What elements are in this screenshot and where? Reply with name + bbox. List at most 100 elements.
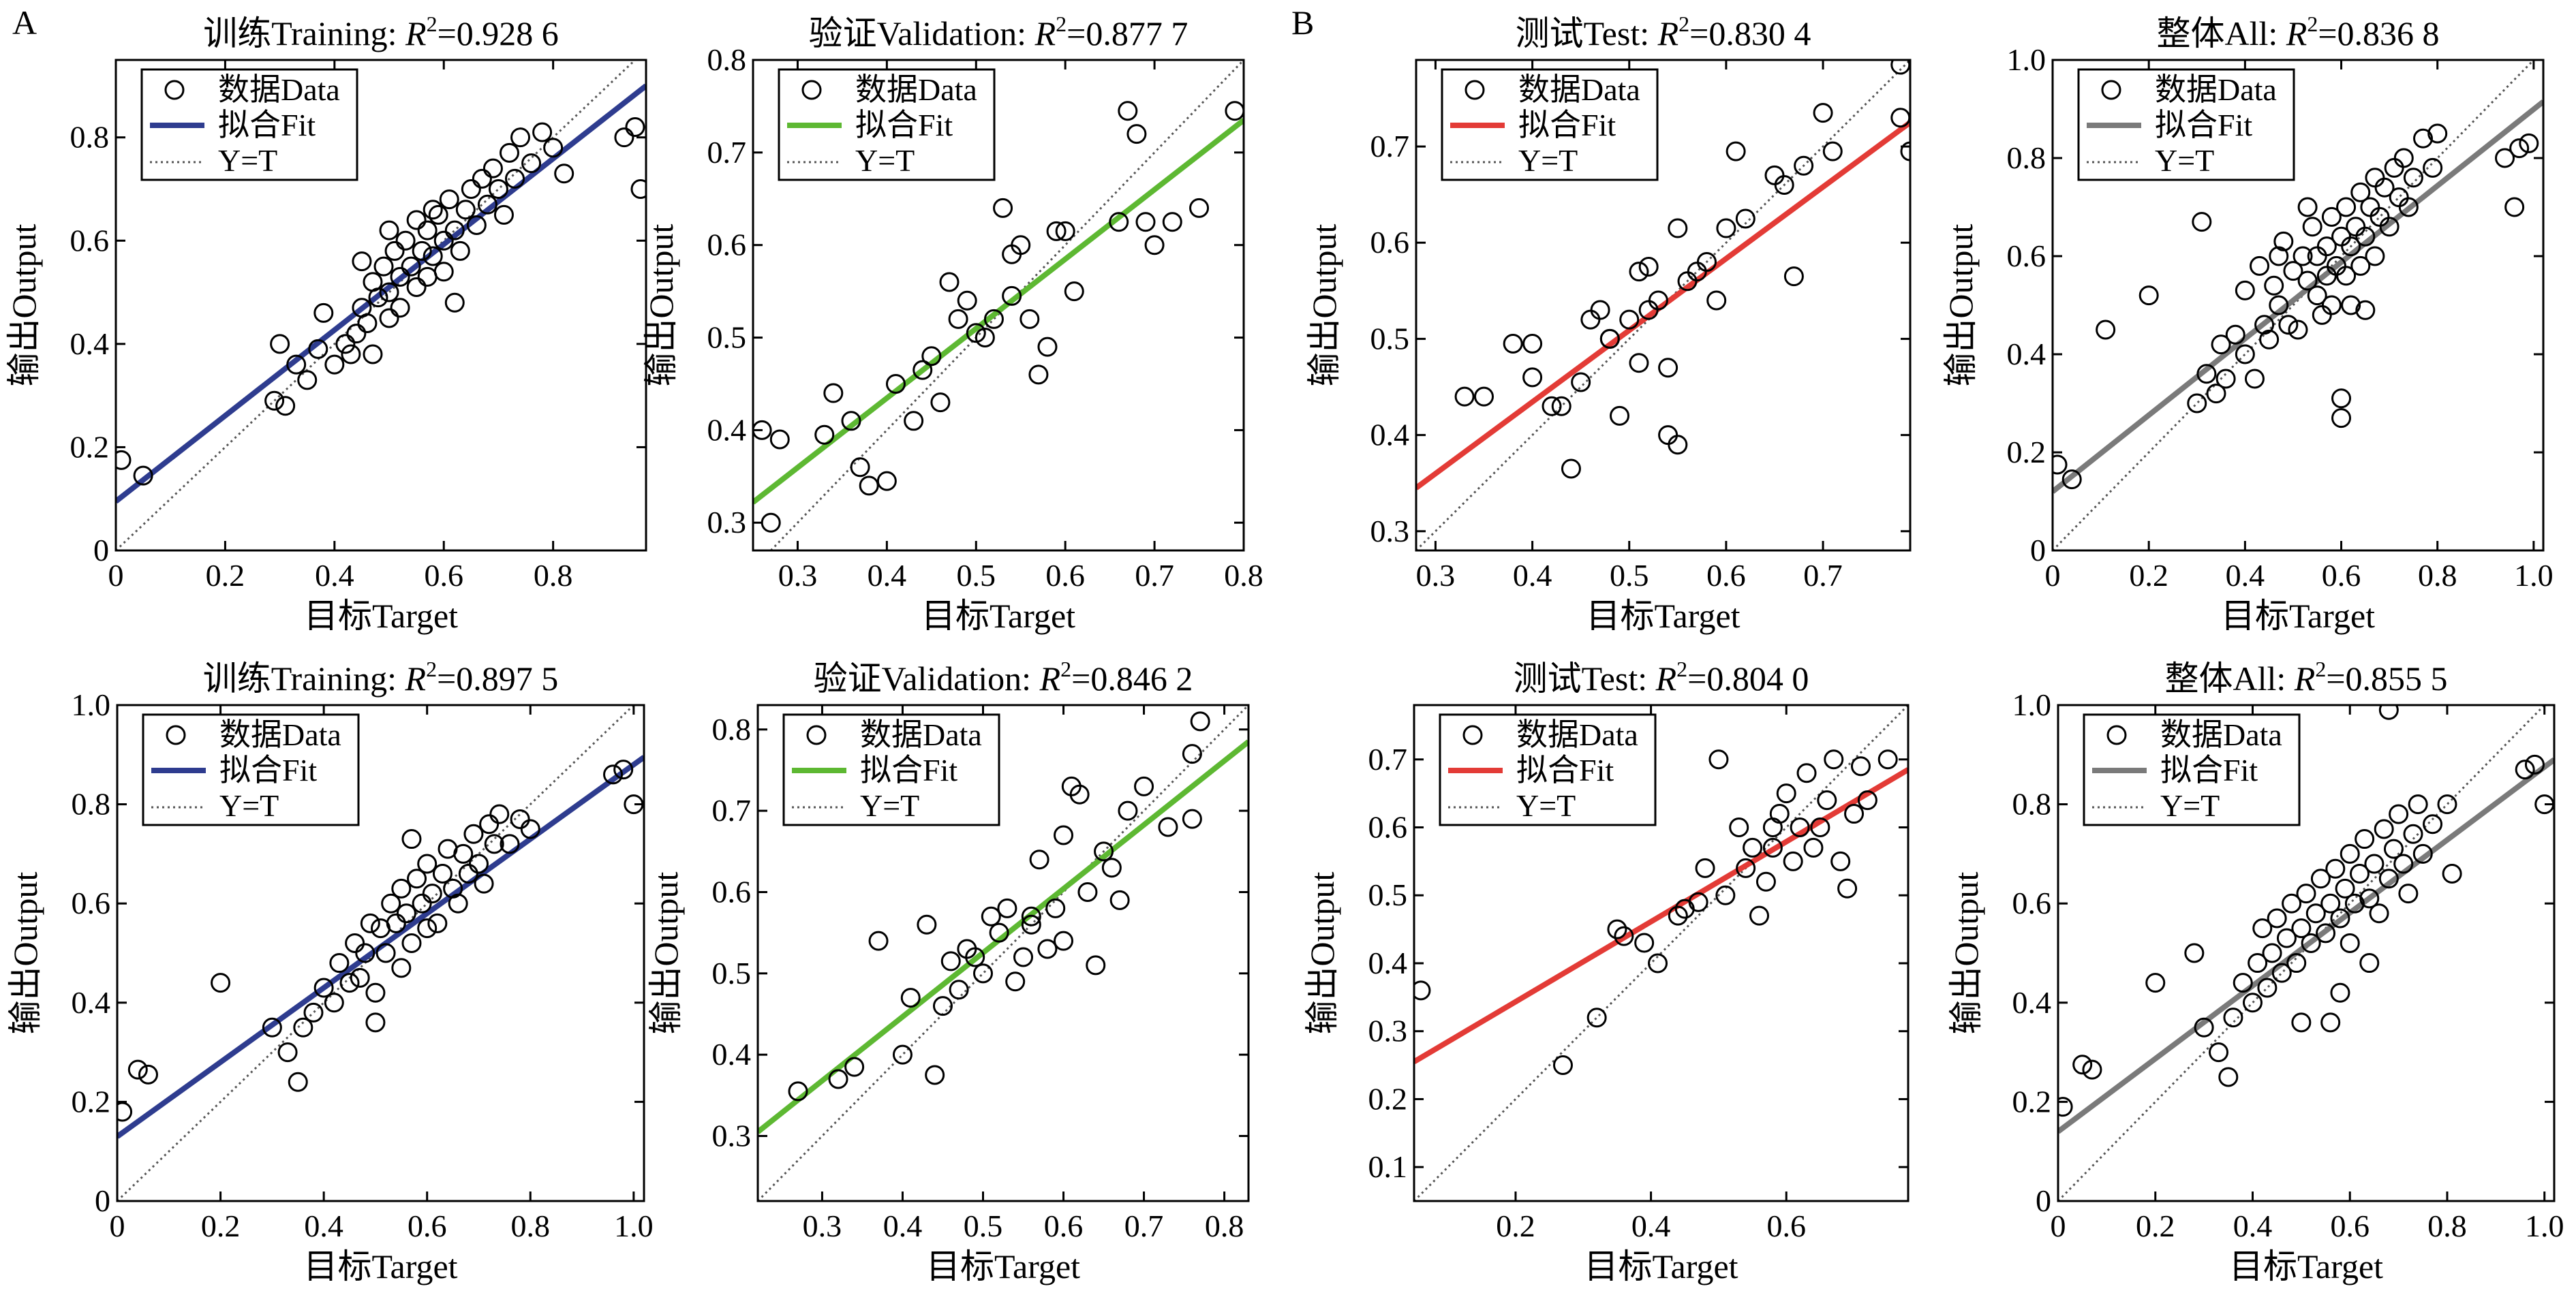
data-point <box>1064 281 1084 302</box>
data-point <box>2346 217 2366 237</box>
data-point <box>1045 898 1066 918</box>
data-point <box>1109 212 1129 232</box>
data-point <box>472 168 492 189</box>
y-tick-label: 0.8 <box>72 787 111 822</box>
chart-title: 训练Training: R2=0.897 5 <box>203 657 559 698</box>
data-point <box>2442 864 2462 884</box>
data-point <box>1162 212 1182 232</box>
data-point <box>2350 255 2371 276</box>
data-point <box>484 834 504 854</box>
data-point <box>841 411 861 431</box>
data-point <box>384 240 405 261</box>
data-point <box>2296 884 2316 904</box>
x-tick-label: 0.8 <box>2418 558 2457 593</box>
data-point <box>2184 943 2205 963</box>
legend-label-fit: 拟合Fit <box>2160 753 2258 788</box>
x-tick-label: 0.8 <box>511 1209 551 1243</box>
data-point <box>2288 320 2308 340</box>
data-point <box>2365 246 2385 266</box>
data-point <box>2293 246 2313 266</box>
data-point <box>432 864 453 884</box>
chart-title: 验证Validation: R2=0.877 7 <box>809 12 1189 52</box>
data-point <box>391 878 412 899</box>
data-point <box>417 918 438 939</box>
data-point <box>2276 928 2297 948</box>
chart-title: 测试Test: R2=0.830 4 <box>1516 12 1811 52</box>
data-point <box>2082 1059 2102 1080</box>
data-point <box>368 287 388 308</box>
y-axis-label: 输出Output <box>1305 223 1343 386</box>
data-point <box>2398 884 2419 904</box>
data-point <box>1769 804 1790 824</box>
data-point <box>2355 226 2376 247</box>
data-point <box>1118 101 1138 121</box>
data-point <box>1755 871 1776 892</box>
data-point <box>1135 212 1156 232</box>
data-point <box>427 913 448 933</box>
x-tick-label: 0.3 <box>778 558 818 593</box>
data-point <box>417 220 438 240</box>
data-point <box>2312 305 2332 325</box>
legend-label-data: 数据Data <box>218 72 340 107</box>
data-point <box>406 210 427 230</box>
data-point <box>1013 947 1034 967</box>
data-point <box>2437 794 2457 815</box>
y-tick-label: 0 <box>95 1183 110 1218</box>
data-point <box>2344 893 2365 914</box>
data-point <box>2384 157 2404 178</box>
y-tick-label: 0.6 <box>2012 886 2052 920</box>
data-point <box>379 308 399 328</box>
data-point <box>499 142 519 163</box>
data-point <box>932 996 953 1016</box>
data-point <box>1552 1055 1573 1076</box>
data-point <box>613 760 634 780</box>
y-tick-label: 0.3 <box>707 505 747 540</box>
data-point <box>2223 1008 2243 1028</box>
data-point <box>913 360 933 380</box>
y-axis-label: 输出Output <box>642 223 680 386</box>
legend-label-identity: Y=T <box>2160 788 2220 823</box>
data-point <box>603 764 624 785</box>
x-tick-label: 0.6 <box>2322 558 2361 593</box>
data-point <box>788 1081 808 1102</box>
x-axis-label: 目标Target <box>926 1247 1080 1286</box>
data-point <box>2365 168 2385 188</box>
data-point <box>2250 255 2270 276</box>
r2-value: =0.855 5 <box>2326 659 2447 698</box>
data-point <box>2302 217 2322 237</box>
data-point <box>2378 869 2399 889</box>
data-point <box>1729 817 1749 838</box>
scatter-panel-5: 0 0.2 0.4 0.6 0.8 1.0 0 0.2 0.4 0.6 0.8 1.0 目标Target… <box>6 657 654 1286</box>
y-tick-label: 0.4 <box>712 1037 752 1072</box>
y-tick-label: 0.8 <box>707 42 747 77</box>
data-point <box>2335 878 2355 899</box>
fit-line <box>1416 120 1910 490</box>
data-point <box>346 324 367 344</box>
data-point <box>2235 280 2255 300</box>
data-point <box>2196 364 2217 384</box>
x-tick-label: 0.6 <box>1045 558 1085 593</box>
data-point <box>1454 386 1475 407</box>
y-tick-label: 0.2 <box>70 429 110 464</box>
x-tick-label: 0.4 <box>304 1209 343 1243</box>
y-tick-label: 0 <box>2036 1183 2051 1218</box>
y-tick-label: 0.1 <box>1368 1149 1408 1184</box>
data-point <box>2320 893 2341 914</box>
legend-label-fit: 拟合Fit <box>218 108 316 142</box>
axes-frame <box>2057 704 2556 1202</box>
y-tick-label: 0.4 <box>2012 985 2052 1020</box>
chart-title: 训练Training: R2=0.928 6 <box>203 12 559 52</box>
legend-label-identity: Y=T <box>860 788 919 823</box>
data-point <box>1029 850 1049 870</box>
axes-frame <box>116 704 645 1202</box>
legend-marker-data <box>2101 80 2121 100</box>
scatter-panel-3: 0.3 0.4 0.5 0.6 0.7 0.3 0.4 0.5 0.6 0.7 目标Target 输出… <box>1305 12 1912 635</box>
x-tick-label: 0.4 <box>1513 558 1552 593</box>
data-point <box>1019 309 1040 329</box>
data-point <box>339 973 360 993</box>
r2-symbol: R <box>1655 659 1677 698</box>
y-tick-label: 0.7 <box>707 135 747 170</box>
data-point <box>417 266 438 287</box>
data-point <box>876 471 897 491</box>
